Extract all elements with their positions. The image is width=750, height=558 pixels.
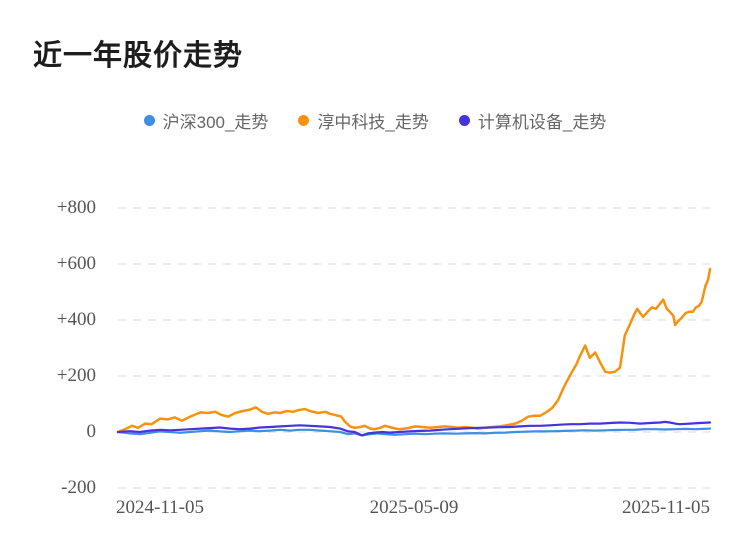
chart-legend: 沪深300_走势 淳中科技_走势 计算机设备_走势 <box>0 108 750 133</box>
y-axis-label: +600 <box>56 253 96 274</box>
series-line-0 <box>116 427 712 437</box>
x-axis-label: 2025-11-05 <box>622 497 710 518</box>
series-dot-icon <box>298 115 310 126</box>
y-axis-label: +400 <box>56 309 96 330</box>
legend-label: 淳中科技_走势 <box>317 113 429 132</box>
legend-label: 计算机设备_走势 <box>477 113 607 132</box>
y-axis-label: +200 <box>56 365 96 386</box>
y-axis-label: 0 <box>86 421 97 442</box>
legend-label: 沪深300_走势 <box>162 113 269 132</box>
legend-item-computer-equipment[interactable]: 计算机设备_走势 <box>458 108 607 133</box>
y-axis-label: +800 <box>56 197 96 218</box>
x-axis-label: 2024-11-05 <box>116 497 204 518</box>
series-line-2 <box>116 420 712 437</box>
x-axis-label: 2025-05-09 <box>369 497 459 518</box>
legend-item-chunzhong[interactable]: 淳中科技_走势 <box>298 108 429 133</box>
series-dot-icon <box>458 115 470 126</box>
series-line-1 <box>116 267 712 434</box>
series-dot-icon <box>143 115 155 126</box>
page-title: 近一年股价走势 <box>33 40 244 72</box>
y-axis-label: -200 <box>61 477 96 498</box>
legend-item-hs300[interactable]: 沪深300_走势 <box>143 108 269 133</box>
